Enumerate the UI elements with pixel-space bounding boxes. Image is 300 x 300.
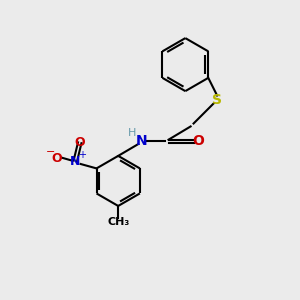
Text: +: + xyxy=(78,150,86,160)
Text: O: O xyxy=(192,134,204,148)
Text: H: H xyxy=(128,128,136,138)
Text: −: − xyxy=(46,147,55,157)
Text: S: S xyxy=(212,93,222,107)
Text: CH₃: CH₃ xyxy=(107,217,129,227)
Text: O: O xyxy=(74,136,85,149)
Text: N: N xyxy=(70,154,80,167)
Text: N: N xyxy=(135,134,147,148)
Text: O: O xyxy=(52,152,62,165)
